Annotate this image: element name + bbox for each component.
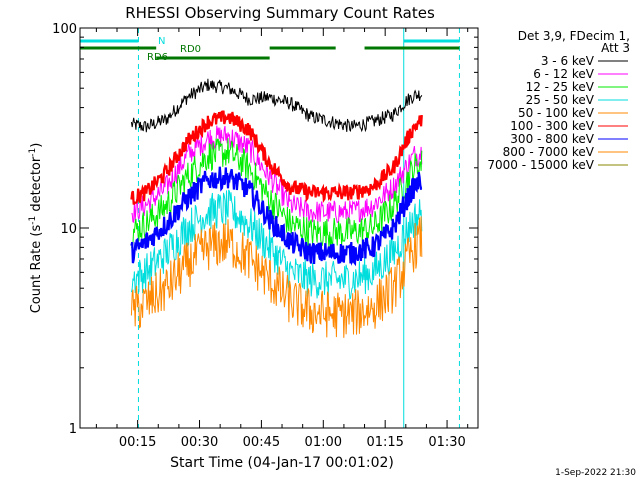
series-line-300-800-kev	[130, 166, 423, 267]
plot-area	[80, 28, 460, 428]
status-label-rd0: RD0	[180, 44, 201, 55]
chart-title: RHESSI Observing Summary Count Rates	[125, 4, 435, 22]
x-tick-label-4: 01:15	[366, 435, 403, 450]
y-axis-label: Count Rate (s-1 detector-1)	[28, 143, 44, 314]
legend-label-4: 50 - 100 keV	[518, 106, 595, 120]
legend-label-7: 800 - 7000 keV	[503, 145, 595, 159]
series-line-3-6-kev	[130, 78, 423, 133]
x-tick-label-3: 01:00	[305, 435, 342, 450]
y-axis: 1 10 100	[52, 22, 478, 437]
series-line-12-25-kev	[130, 138, 423, 249]
status-label-n: N	[158, 36, 165, 47]
x-tick-label-0: 00:15	[119, 435, 156, 450]
x-tick-label-1: 00:30	[181, 435, 218, 450]
legend-label-2: 12 - 25 keV	[526, 80, 595, 94]
legend-label-6: 300 - 800 keV	[510, 132, 594, 146]
series-line-100-300-kev	[130, 110, 423, 205]
x-tick-label-2: 00:45	[243, 435, 280, 450]
legend-label-8: 7000 - 15000 keV	[487, 158, 594, 172]
legend-header-line-2: Att 3	[601, 41, 630, 55]
y-tick-label-2: 100	[52, 22, 77, 37]
y-tick-label-0: 1	[69, 422, 77, 437]
legend-label-5: 100 - 300 keV	[510, 119, 594, 133]
legend-label-3: 25 - 50 keV	[526, 93, 595, 107]
status-label-rd6: RD6	[147, 52, 168, 63]
legend-header-line-1: Det 3,9, FDecim 1,	[518, 29, 630, 43]
legend-label-0: 3 - 6 keV	[541, 54, 595, 68]
series-line-25-50-kev	[130, 189, 423, 300]
y-tick-label-1: 10	[60, 222, 77, 237]
x-axis-label: Start Time (04-Jan-17 00:01:02)	[170, 455, 394, 471]
date-stamp: 1-Sep-2022 21:30	[555, 468, 636, 478]
series-line-800-7000-kev	[130, 216, 423, 338]
x-axis: 00:15 00:30 00:45 01:00 01:15 01:30	[79, 27, 479, 450]
legend-label-1: 6 - 12 keV	[533, 67, 595, 81]
series-line-6-12-kev	[131, 125, 423, 224]
x-tick-label-5: 01:30	[428, 435, 465, 450]
